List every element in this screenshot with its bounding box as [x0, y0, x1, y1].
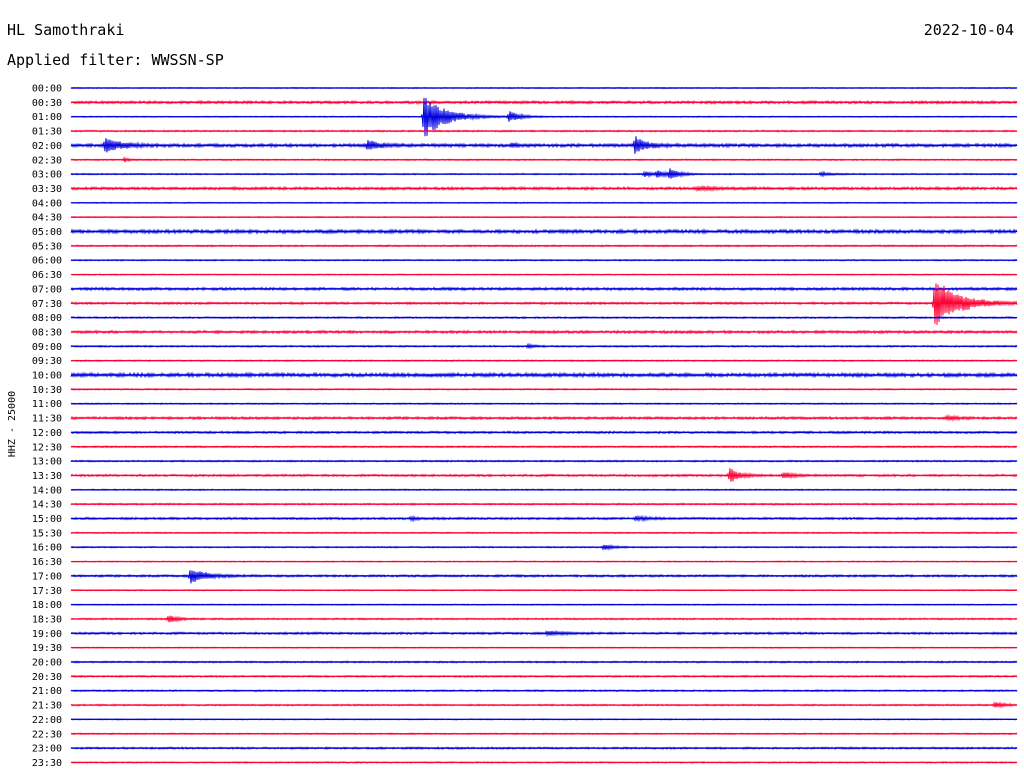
- time-tick-label: 23:30: [32, 758, 62, 769]
- time-tick-label: 01:30: [32, 127, 62, 138]
- time-tick-label: 06:00: [32, 256, 62, 267]
- time-tick-label: 22:30: [32, 729, 62, 740]
- time-tick-label: 19:00: [32, 629, 62, 640]
- time-tick-label: 08:30: [32, 327, 62, 338]
- time-tick-label: 05:30: [32, 241, 62, 252]
- seismic-trace-1700: [70, 570, 1018, 584]
- time-tick-label: 09:30: [32, 356, 62, 367]
- time-tick-label: 15:00: [32, 514, 62, 525]
- time-tick-label: 17:00: [32, 571, 62, 582]
- time-tick-label: 01:00: [32, 112, 62, 123]
- time-tick-label: 15:30: [32, 528, 62, 539]
- time-tick-label: 00:30: [32, 98, 62, 109]
- time-tick-label: 14:00: [32, 485, 62, 496]
- time-tick-label: 00:00: [32, 84, 62, 95]
- time-tick-label: 02:00: [32, 141, 62, 152]
- time-tick-label: 14:30: [32, 500, 62, 511]
- time-tick-label: 21:00: [32, 686, 62, 697]
- time-tick-label: 11:30: [32, 414, 62, 425]
- time-tick-label: 16:30: [32, 557, 62, 568]
- time-tick-label: 05:00: [32, 227, 62, 238]
- time-tick-label: 12:30: [32, 442, 62, 453]
- record-date: 2022-10-04: [923, 21, 1014, 39]
- time-tick-label: 07:30: [32, 299, 62, 310]
- time-tick-label: 18:30: [32, 614, 62, 625]
- time-tick-label: 07:00: [32, 284, 62, 295]
- time-tick-label: 19:30: [32, 643, 62, 654]
- time-tick-label: 16:00: [32, 543, 62, 554]
- time-tick-label: 02:30: [32, 155, 62, 166]
- filter-label: Applied filter: WWSSN-SP: [7, 51, 224, 69]
- time-tick-label: 12:00: [32, 428, 62, 439]
- time-tick-label: 20:30: [32, 672, 62, 683]
- time-tick-label: 13:30: [32, 471, 62, 482]
- time-tick-label: 21:30: [32, 701, 62, 712]
- station-name: HL Samothraki: [7, 21, 125, 39]
- time-tick-label: 06:30: [32, 270, 62, 281]
- time-tick-label: 09:00: [32, 342, 62, 353]
- time-tick-label: 10:00: [32, 371, 62, 382]
- time-tick-label: 04:30: [32, 213, 62, 224]
- time-tick-label: 13:00: [32, 457, 62, 468]
- time-tick-label: 10:30: [32, 385, 62, 396]
- channel-label: HHZ - 25000: [7, 391, 18, 457]
- time-tick-label: 17:30: [32, 586, 62, 597]
- time-tick-label: 04:00: [32, 198, 62, 209]
- time-tick-label: 22:00: [32, 715, 62, 726]
- time-tick-label: 23:00: [32, 744, 62, 755]
- time-tick-label: 11:00: [32, 399, 62, 410]
- time-tick-label: 03:30: [32, 184, 62, 195]
- time-tick-label: 20:00: [32, 658, 62, 669]
- seismic-trace-0300: [70, 168, 1018, 179]
- time-tick-label: 03:00: [32, 170, 62, 181]
- time-tick-label: 08:00: [32, 313, 62, 324]
- time-tick-label: 18:00: [32, 600, 62, 611]
